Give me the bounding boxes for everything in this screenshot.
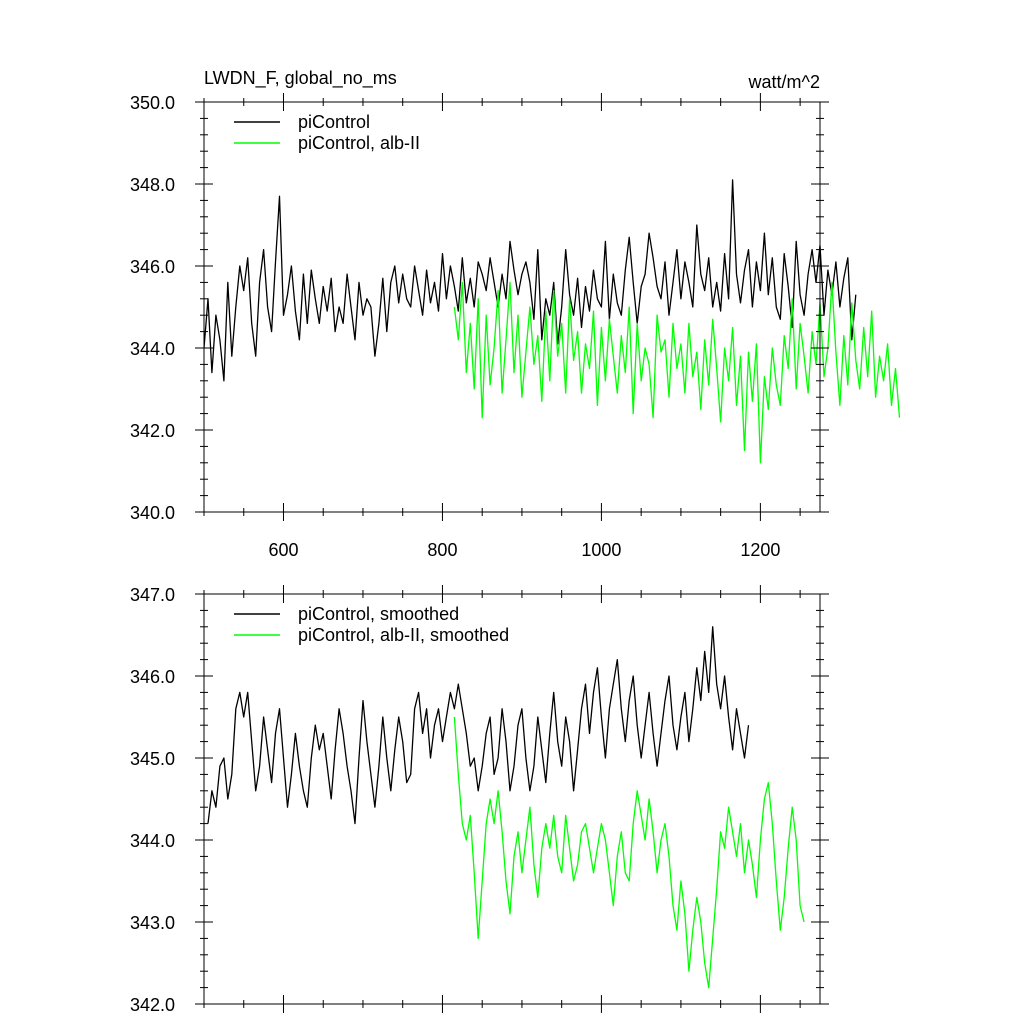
top-y-tick-label: 346.0 bbox=[130, 257, 175, 277]
bottom-y-tick-label: 345.0 bbox=[130, 749, 175, 769]
bottom-plot-frame bbox=[203, 593, 821, 1005]
bottom-y-tick-label: 347.0 bbox=[130, 585, 175, 605]
bottom-tick-labels: 342.0 343.0 344.0 345.0 346.0 347.0 bbox=[130, 585, 175, 1015]
top-legend-label-1: piControl bbox=[298, 112, 370, 132]
top-series-line-1 bbox=[203, 179, 857, 382]
top-ticks bbox=[195, 93, 829, 521]
top-x-tick-label: 1200 bbox=[740, 540, 780, 560]
top-plot-frame bbox=[203, 101, 821, 513]
top-tick-labels: 340.0 342.0 344.0 346.0 348.0 350.0 600 800 1000… bbox=[130, 93, 780, 560]
bottom-ticks bbox=[195, 585, 829, 1013]
bottom-legend-label-2: piControl, alb-II, smoothed bbox=[298, 625, 509, 645]
bottom-series-line-2 bbox=[453, 716, 805, 989]
bottom-series-layer bbox=[207, 626, 805, 989]
top-series-layer bbox=[203, 179, 901, 464]
top-y-tick-label: 344.0 bbox=[130, 339, 175, 359]
top-series-line-2 bbox=[453, 281, 901, 464]
bottom-y-tick-label: 344.0 bbox=[130, 831, 175, 851]
top-x-tick-label: 600 bbox=[268, 540, 298, 560]
top-y-tick-label: 348.0 bbox=[130, 175, 175, 195]
top-y-tick-label: 350.0 bbox=[130, 93, 175, 113]
top-x-tick-label: 1000 bbox=[581, 540, 621, 560]
bottom-y-tick-label: 342.0 bbox=[130, 995, 175, 1015]
top-y-tick-label: 342.0 bbox=[130, 421, 175, 441]
bottom-series-line-1 bbox=[207, 626, 750, 825]
top-panel: 340.0 342.0 344.0 346.0 348.0 350.0 600 800 1000… bbox=[130, 93, 901, 560]
bottom-y-tick-label: 346.0 bbox=[130, 667, 175, 687]
units-label: watt/m^2 bbox=[748, 72, 820, 92]
top-legend-label-2: piControl, alb-II bbox=[298, 133, 420, 153]
bottom-legend-label-1: piControl, smoothed bbox=[298, 604, 459, 624]
bottom-panel: 342.0 343.0 344.0 345.0 346.0 347.0 piControl… bbox=[130, 585, 829, 1015]
top-x-tick-label: 800 bbox=[427, 540, 457, 560]
top-y-tick-label: 340.0 bbox=[130, 503, 175, 523]
bottom-y-tick-label: 343.0 bbox=[130, 913, 175, 933]
figure-title: LWDN_F, global_no_ms bbox=[204, 68, 397, 89]
